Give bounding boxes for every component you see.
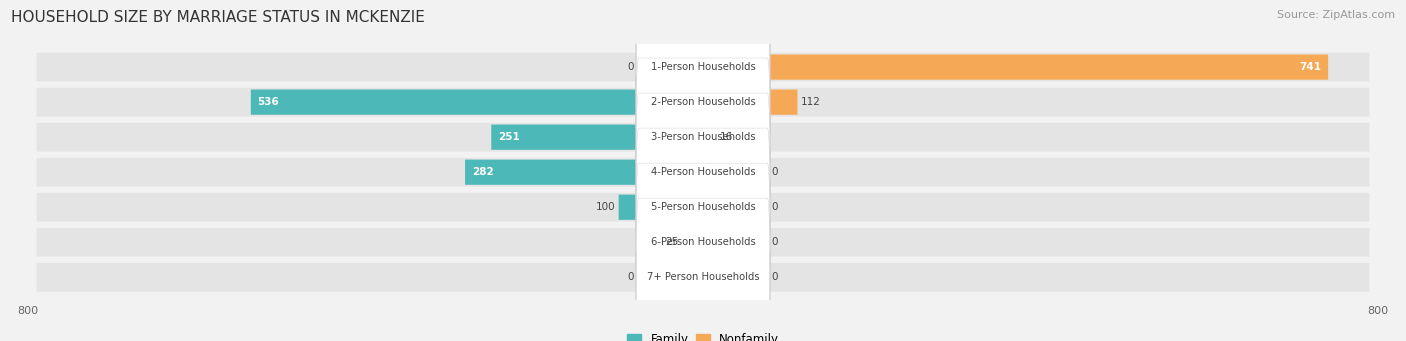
Text: 25: 25 [665, 237, 679, 247]
FancyBboxPatch shape [37, 88, 1369, 117]
FancyBboxPatch shape [682, 229, 703, 255]
Text: 741: 741 [1299, 62, 1322, 72]
Text: Source: ZipAtlas.com: Source: ZipAtlas.com [1277, 10, 1395, 20]
Text: 282: 282 [472, 167, 494, 177]
Text: 2-Person Households: 2-Person Households [651, 97, 755, 107]
Text: 3-Person Households: 3-Person Households [651, 132, 755, 142]
Text: 0: 0 [772, 167, 779, 177]
FancyBboxPatch shape [37, 193, 1369, 222]
FancyBboxPatch shape [703, 124, 717, 150]
FancyBboxPatch shape [703, 90, 797, 115]
FancyBboxPatch shape [703, 55, 1329, 80]
Text: 0: 0 [772, 272, 779, 282]
Text: 0: 0 [772, 237, 779, 247]
FancyBboxPatch shape [636, 58, 770, 216]
FancyBboxPatch shape [636, 198, 770, 341]
Text: 7+ Person Households: 7+ Person Households [647, 272, 759, 282]
FancyBboxPatch shape [37, 263, 1369, 292]
Text: 1-Person Households: 1-Person Households [651, 62, 755, 72]
FancyBboxPatch shape [37, 228, 1369, 257]
FancyBboxPatch shape [37, 158, 1369, 187]
FancyBboxPatch shape [37, 123, 1369, 151]
Text: 0: 0 [772, 202, 779, 212]
FancyBboxPatch shape [37, 53, 1369, 81]
Text: 112: 112 [801, 97, 821, 107]
Text: 100: 100 [596, 202, 616, 212]
Text: 4-Person Households: 4-Person Households [651, 167, 755, 177]
FancyBboxPatch shape [636, 128, 770, 286]
Text: 251: 251 [498, 132, 520, 142]
Legend: Family, Nonfamily: Family, Nonfamily [621, 328, 785, 341]
Text: 0: 0 [627, 62, 634, 72]
FancyBboxPatch shape [250, 90, 703, 115]
Text: 5-Person Households: 5-Person Households [651, 202, 755, 212]
FancyBboxPatch shape [636, 0, 770, 146]
FancyBboxPatch shape [636, 163, 770, 322]
FancyBboxPatch shape [491, 124, 703, 150]
Text: 536: 536 [257, 97, 280, 107]
FancyBboxPatch shape [465, 160, 703, 185]
FancyBboxPatch shape [636, 23, 770, 181]
Text: 16: 16 [720, 132, 733, 142]
FancyBboxPatch shape [619, 195, 703, 220]
Text: HOUSEHOLD SIZE BY MARRIAGE STATUS IN MCKENZIE: HOUSEHOLD SIZE BY MARRIAGE STATUS IN MCK… [11, 10, 425, 25]
FancyBboxPatch shape [636, 93, 770, 251]
Text: 0: 0 [627, 272, 634, 282]
Text: 6-Person Households: 6-Person Households [651, 237, 755, 247]
